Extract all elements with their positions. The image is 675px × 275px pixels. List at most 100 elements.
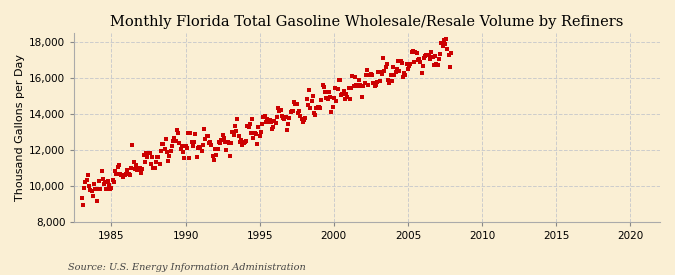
Point xyxy=(322,96,333,101)
Point xyxy=(350,82,361,87)
Point xyxy=(231,128,242,133)
Point xyxy=(249,131,260,135)
Point xyxy=(379,69,390,73)
Point xyxy=(196,148,207,153)
Point xyxy=(335,78,346,83)
Point xyxy=(394,69,405,73)
Point xyxy=(157,142,167,147)
Point xyxy=(426,50,437,55)
Point xyxy=(97,177,108,182)
Point xyxy=(232,117,243,122)
Point xyxy=(347,73,358,78)
Point xyxy=(365,72,376,76)
Point xyxy=(184,156,194,160)
Point xyxy=(164,154,175,158)
Point xyxy=(326,110,337,114)
Y-axis label: Thousand Gallons per Day: Thousand Gallons per Day xyxy=(15,54,25,201)
Point xyxy=(227,130,238,134)
Point xyxy=(270,120,281,125)
Point xyxy=(310,113,321,117)
Point xyxy=(146,161,157,166)
Point xyxy=(122,168,133,173)
Point xyxy=(430,54,441,59)
Point xyxy=(411,51,422,56)
Point xyxy=(230,123,240,128)
Point xyxy=(183,131,194,135)
Point xyxy=(369,84,380,89)
Point xyxy=(247,117,258,121)
Point xyxy=(78,203,88,208)
Point xyxy=(433,57,444,61)
Point xyxy=(423,53,433,57)
Point xyxy=(342,95,353,99)
Point xyxy=(298,120,308,124)
Point xyxy=(210,147,221,151)
Point xyxy=(295,114,306,119)
Point xyxy=(421,53,432,57)
Point xyxy=(256,122,267,126)
Point xyxy=(367,73,377,77)
Point xyxy=(161,150,172,155)
Point xyxy=(265,120,276,124)
Point xyxy=(393,59,404,63)
Point xyxy=(363,83,374,87)
Point xyxy=(304,87,315,92)
Point xyxy=(253,125,264,129)
Point xyxy=(191,155,202,160)
Point xyxy=(362,68,373,72)
Point xyxy=(133,167,144,171)
Point xyxy=(329,86,340,90)
Point xyxy=(132,168,142,172)
Point xyxy=(112,165,123,169)
Point xyxy=(383,78,394,82)
Point xyxy=(296,116,307,121)
Point xyxy=(350,74,360,79)
Text: Source: U.S. Energy Information Administration: Source: U.S. Energy Information Administ… xyxy=(68,263,305,272)
Point xyxy=(223,141,234,145)
Point xyxy=(212,147,223,151)
Point xyxy=(275,108,286,112)
Point xyxy=(113,163,124,167)
Point xyxy=(417,64,428,68)
Point xyxy=(105,187,115,191)
Point xyxy=(405,62,416,66)
Point xyxy=(237,143,248,147)
Point xyxy=(321,96,332,100)
Point xyxy=(415,60,426,64)
Point xyxy=(317,83,328,87)
Point xyxy=(144,151,155,156)
Point xyxy=(396,60,407,65)
Point xyxy=(79,186,90,191)
Point xyxy=(124,172,135,177)
Point xyxy=(360,73,371,77)
Point xyxy=(159,147,170,152)
Point xyxy=(194,145,205,149)
Point xyxy=(242,123,252,128)
Point xyxy=(402,62,412,67)
Point xyxy=(126,166,136,170)
Point xyxy=(165,149,176,154)
Point xyxy=(211,153,222,157)
Point xyxy=(216,138,227,142)
Point xyxy=(103,183,114,187)
Point xyxy=(288,109,298,114)
Point xyxy=(228,133,239,138)
Point xyxy=(292,102,302,106)
Point xyxy=(189,140,200,144)
Point xyxy=(311,106,322,111)
Point xyxy=(225,154,236,158)
Point xyxy=(188,144,198,148)
Point xyxy=(94,179,105,183)
Point xyxy=(387,65,398,70)
Point xyxy=(81,178,92,182)
Point xyxy=(158,142,169,147)
Point xyxy=(307,94,318,99)
Point xyxy=(262,116,273,121)
Point xyxy=(88,194,99,199)
Point xyxy=(438,38,449,42)
Point xyxy=(244,122,255,126)
Point xyxy=(195,146,206,150)
Point xyxy=(418,56,429,60)
Point xyxy=(111,171,122,176)
Point xyxy=(284,116,295,120)
